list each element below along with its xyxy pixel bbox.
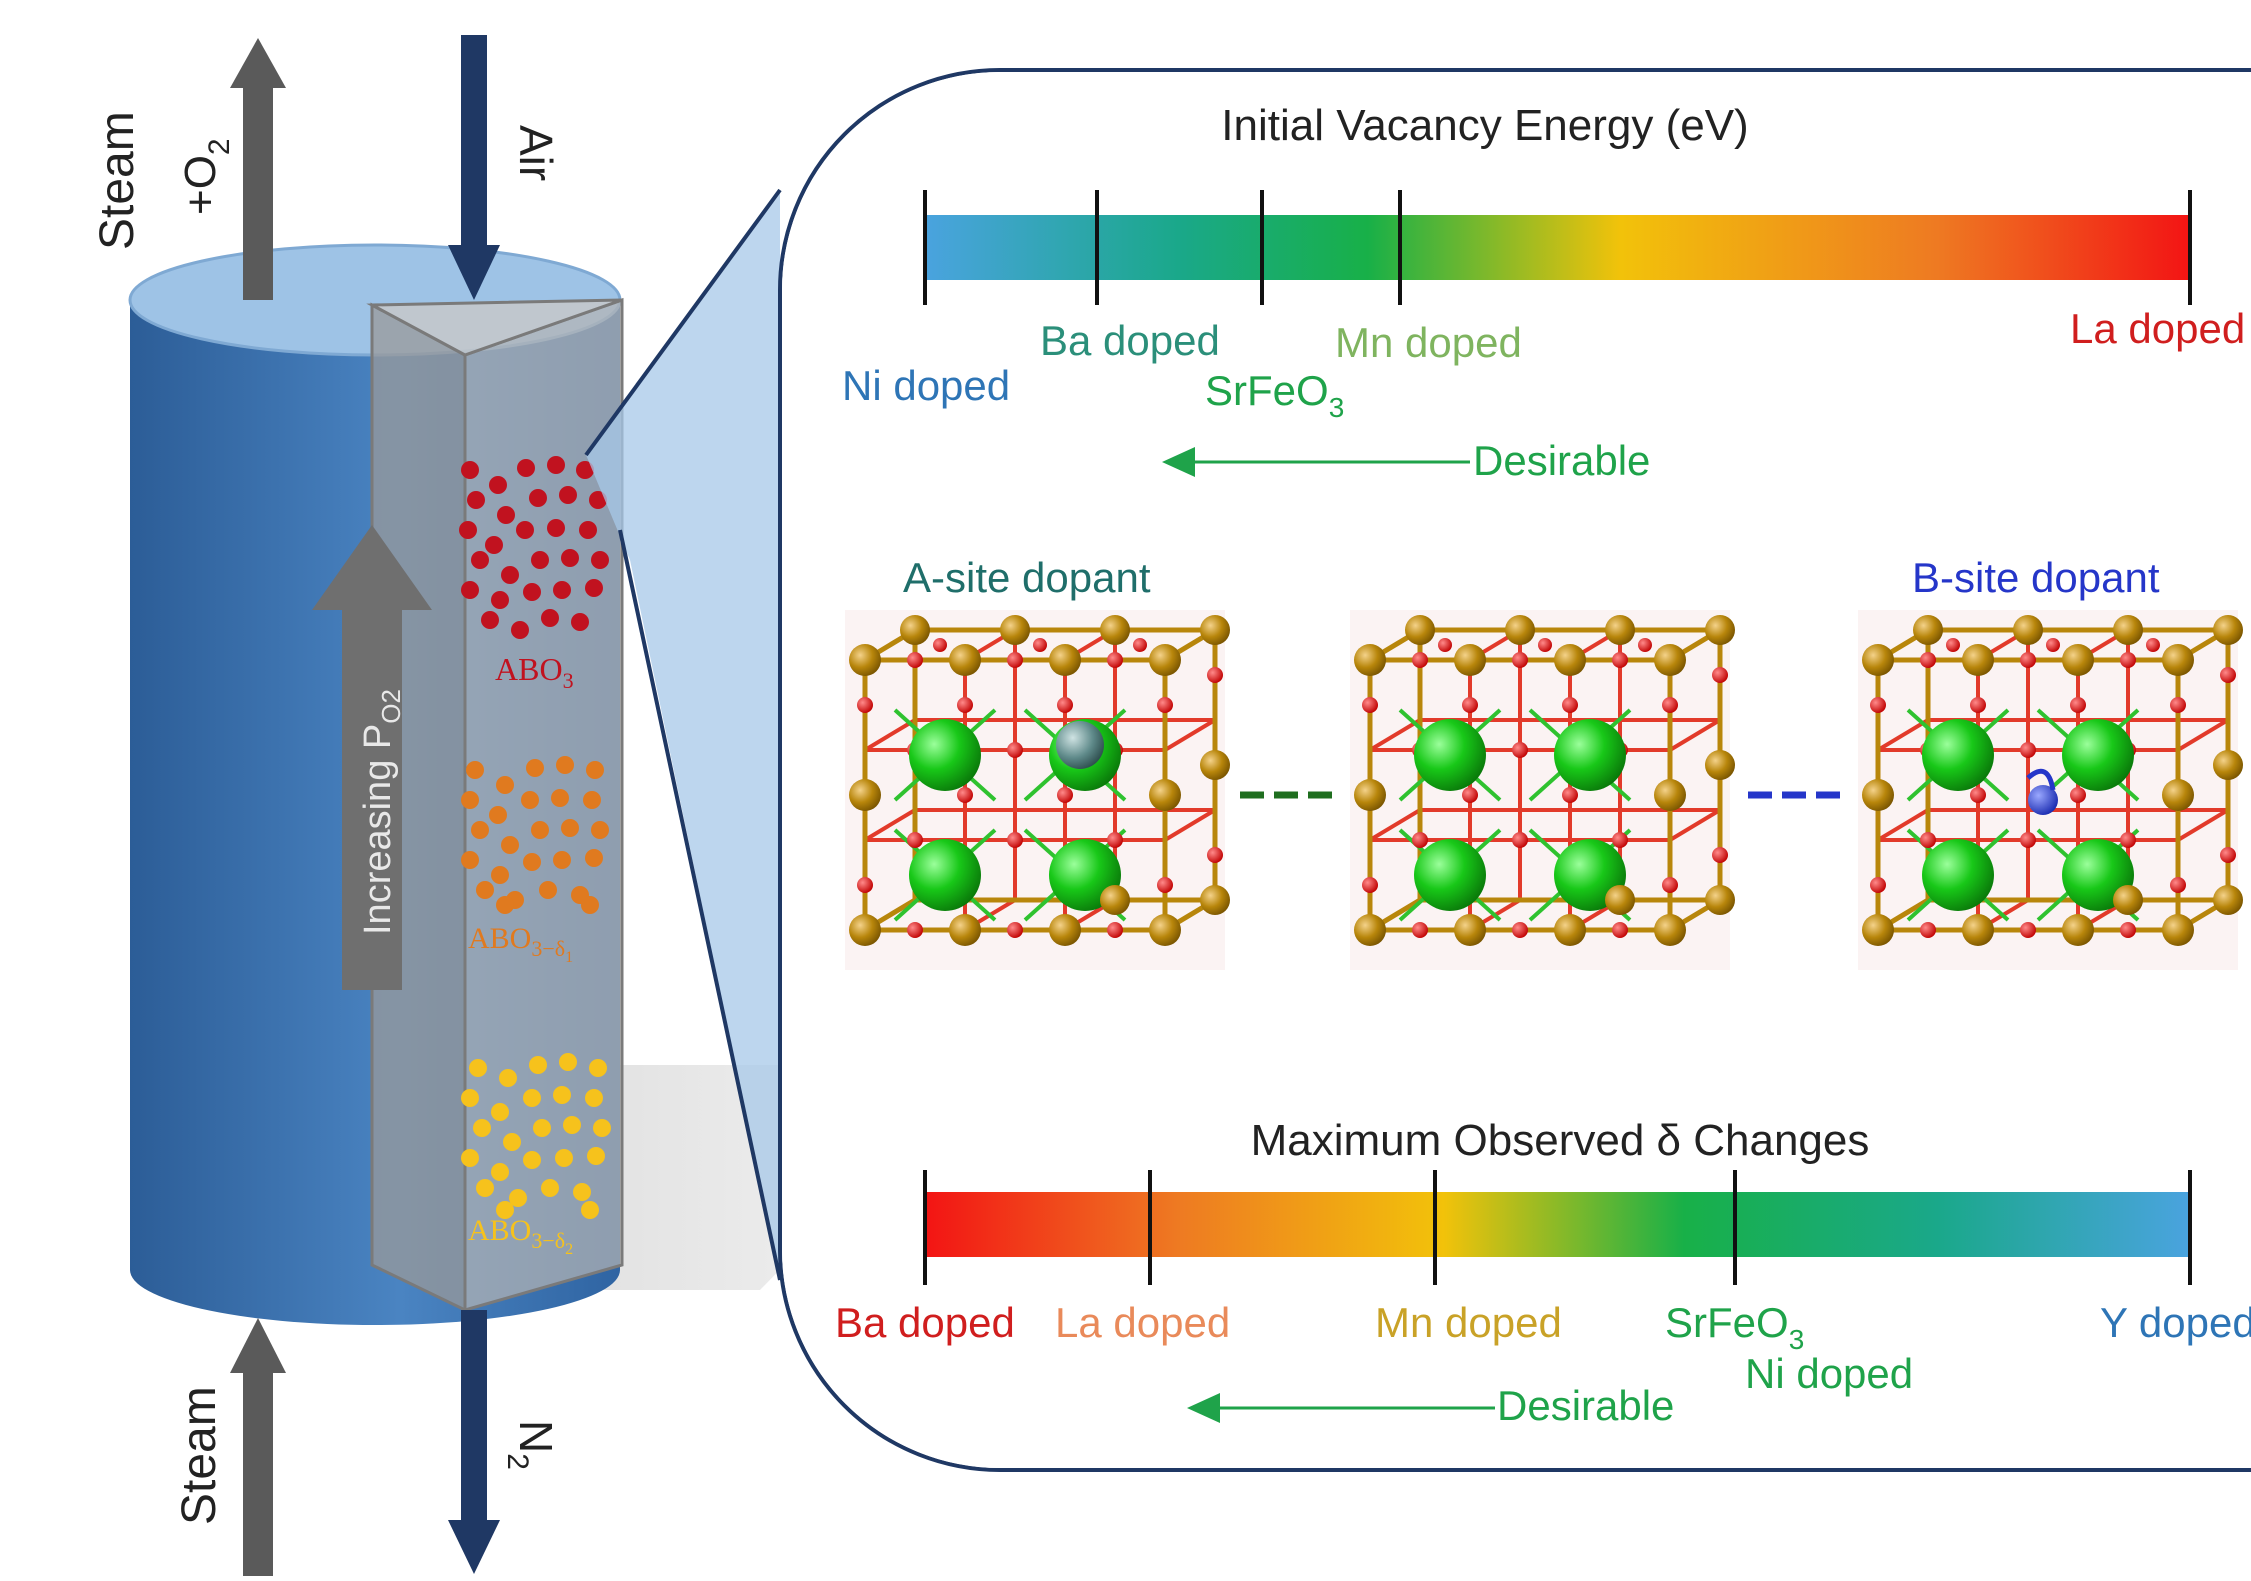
steam-inflow-arrow (230, 1318, 286, 1576)
bottom-label-ba-doped: Ba doped (835, 1299, 1015, 1346)
top-label-srfeo3: SrFeO (1205, 367, 1329, 414)
pristine-srfeo3-crystal (1350, 610, 1735, 970)
top-label-srfeo3-subscript: 3 (1329, 392, 1345, 423)
bottom-label-mn-doped: Mn doped (1375, 1299, 1562, 1346)
svg-text:+O2: +O2 (176, 138, 236, 215)
top-label-mn-doped: Mn doped (1335, 319, 1522, 366)
abo3-delta2-label: ABO (468, 1214, 531, 1247)
bottom-label-la-doped: La doped (1055, 1299, 1230, 1346)
a-site-dopant-label: A-site dopant (903, 554, 1151, 601)
svg-text:ABO3: ABO3 (495, 651, 574, 693)
a-site-dopant-atom (1056, 721, 1104, 769)
bottom-label-y-doped: Y doped (2100, 1299, 2251, 1346)
n2-label: N (510, 1420, 562, 1453)
bottom-label-srfeo3: SrFeO (1665, 1299, 1789, 1346)
top-label-ba-doped: Ba doped (1040, 317, 1220, 364)
abo3-delta1-label: ABO (468, 922, 531, 955)
bottom-label-ni-doped: Ni doped (1745, 1350, 1913, 1397)
abo3-delta2-subscript: 3−δ (531, 1228, 565, 1253)
n2-subscript: 2 (501, 1453, 534, 1470)
svg-text:Increasing PO2: Increasing PO2 (357, 689, 406, 935)
bottom-scale-bar (925, 1192, 2190, 1257)
steam-inflow-label: Steam (173, 1386, 226, 1525)
detail-panel: Initial Vacancy Energy (eV) Ni doped Ba … (780, 70, 2251, 1470)
plus-o2-label: +O (176, 155, 225, 215)
abo3-delta2-subsubscript: 2 (565, 1241, 573, 1258)
abo3-delta1-subscript: 3−δ (531, 936, 565, 961)
bottom-scale-title: Maximum Observed δ Changes (1251, 1116, 1870, 1165)
abo3-delta1-subsubscript: 1 (565, 949, 573, 966)
top-label-ni-doped: Ni doped (842, 362, 1010, 409)
svg-text:N2: N2 (501, 1420, 562, 1470)
top-scale-bar (925, 215, 2190, 280)
air-label: Air (510, 125, 562, 181)
plus-o2-subscript: 2 (203, 138, 236, 155)
air-inflow-arrow (448, 35, 500, 300)
top-label-la-doped: La doped (2070, 305, 2245, 352)
increasing-po2-label: Increasing P (357, 724, 399, 935)
b-site-doped-crystal (1858, 610, 2243, 970)
n2-outflow-arrow (448, 1310, 500, 1574)
steam-o2-label: Steam (91, 111, 144, 250)
abo3-subscript: 3 (563, 668, 574, 693)
abo3-label: ABO (495, 651, 563, 687)
increasing-po2-subscript: O2 (376, 689, 406, 724)
a-site-doped-crystal (845, 610, 1230, 970)
top-desirable-label: Desirable (1473, 437, 1650, 484)
bottom-desirable-label: Desirable (1497, 1382, 1674, 1429)
steam-o2-label-group: Steam (91, 111, 144, 250)
top-scale-title: Initial Vacancy Energy (eV) (1221, 101, 1748, 150)
b-site-dopant-label: B-site dopant (1912, 554, 2160, 601)
